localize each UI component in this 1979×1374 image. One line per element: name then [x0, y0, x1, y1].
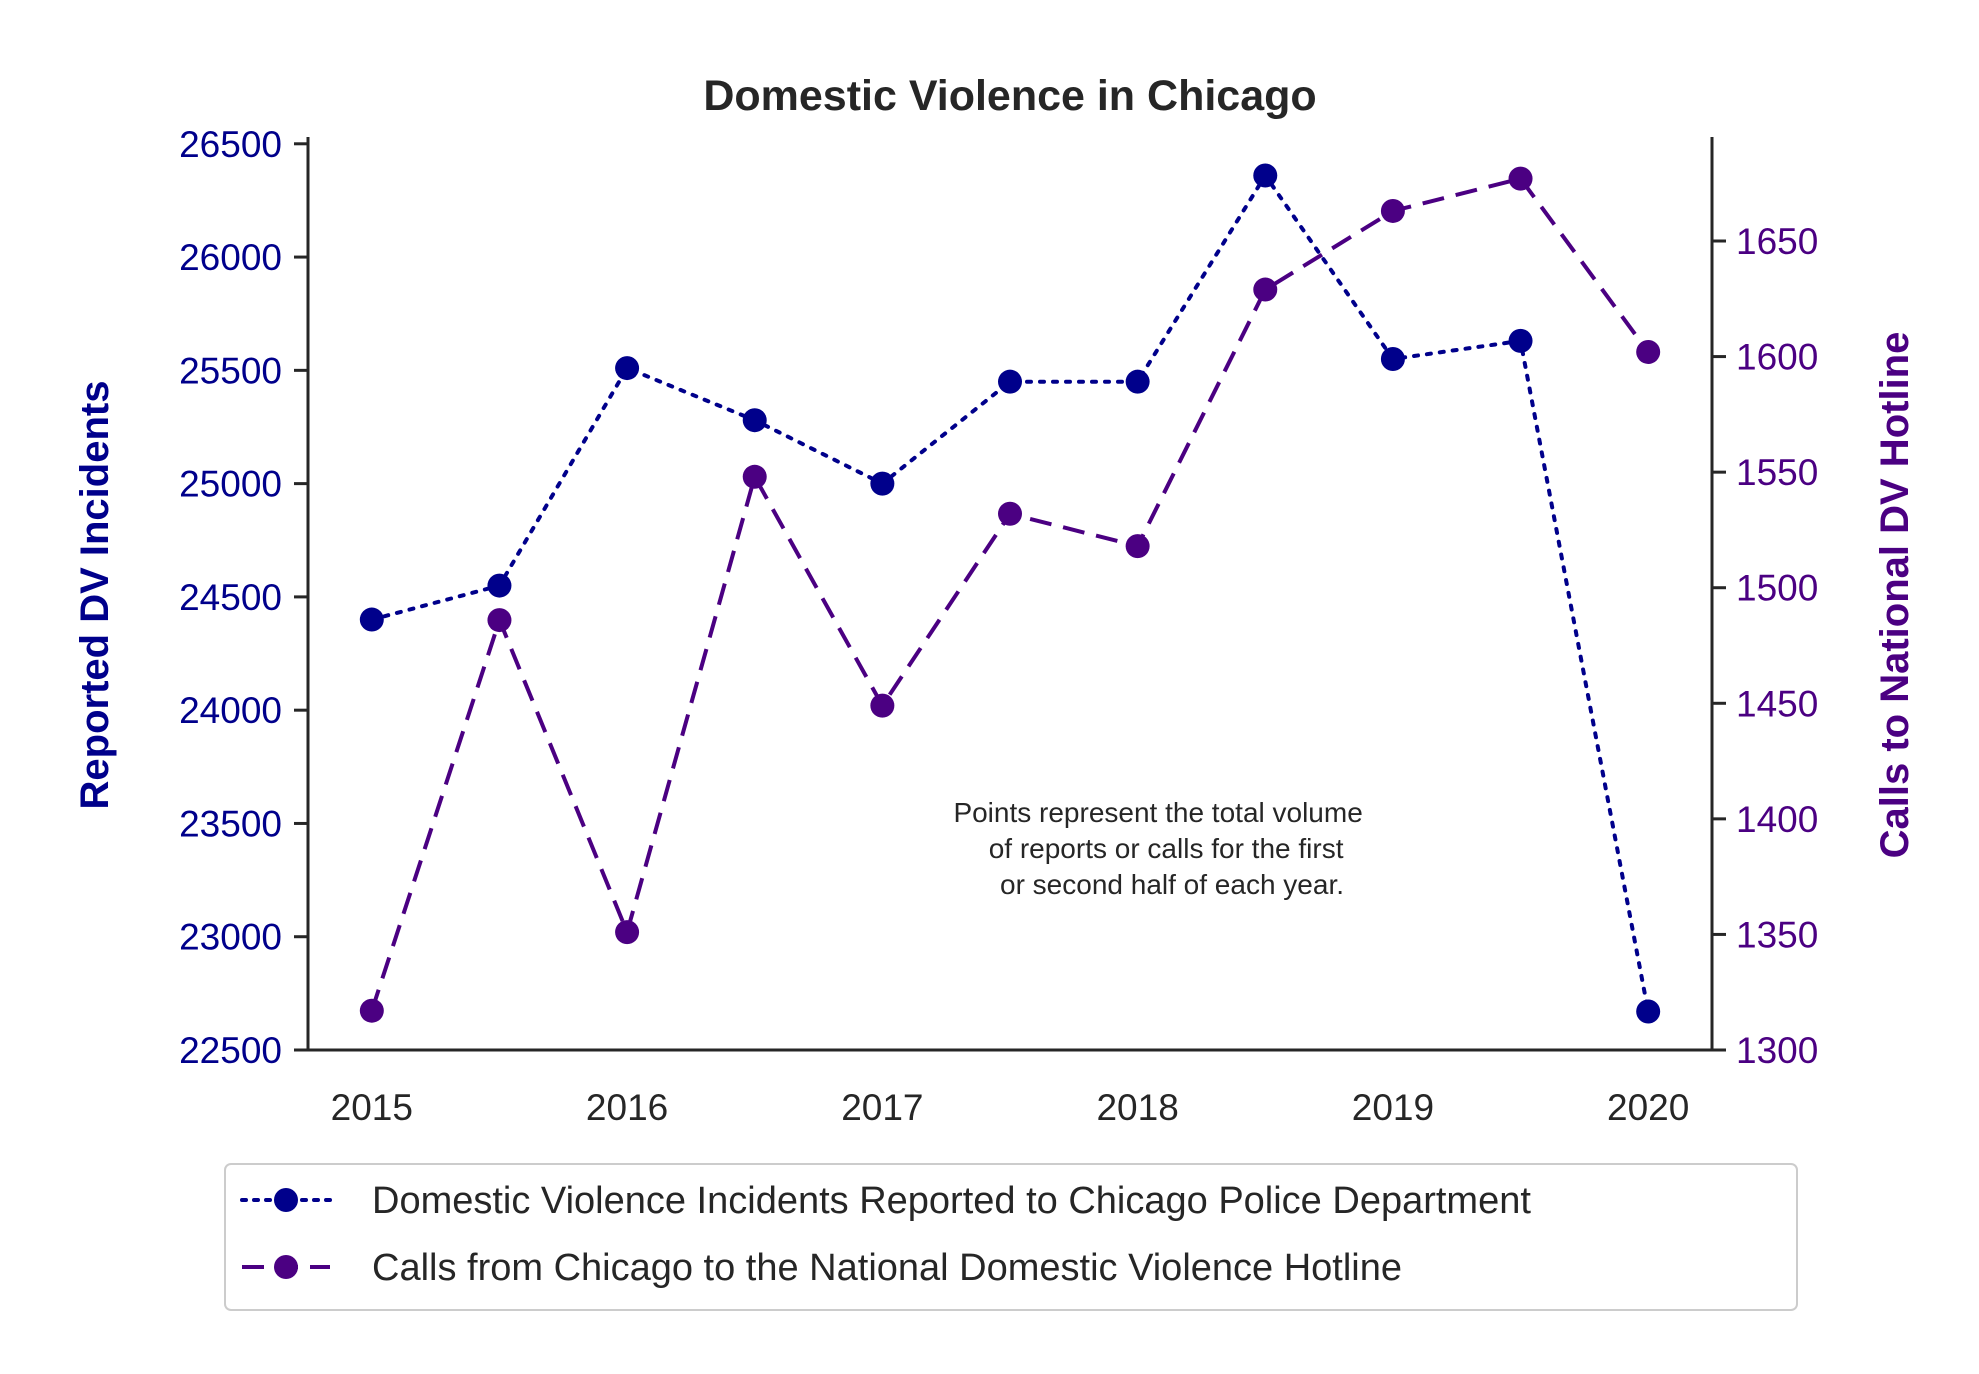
legend-label-hotline: Calls from Chicago to the National Domes…	[372, 1247, 1402, 1289]
annotation-line-2: of reports or calls for the first	[989, 833, 1344, 864]
data-point	[1125, 369, 1150, 394]
data-point	[1125, 534, 1150, 559]
x-tick-label: 2015	[331, 1087, 413, 1128]
x-axis-ticks: 2015 2016 2017 2018 2019 2020	[331, 1087, 1690, 1128]
data-point	[998, 369, 1022, 394]
series-0	[359, 163, 1661, 1024]
left-axis-label: Reported DV Incidents	[73, 381, 117, 810]
right-tick-label: 1600	[1736, 337, 1818, 378]
left-tick-label: 26500	[179, 124, 282, 165]
data-point	[1508, 328, 1533, 353]
right-tick-label: 1450	[1736, 683, 1818, 724]
right-tick-label: 1350	[1736, 914, 1818, 955]
x-tick-label: 2016	[586, 1087, 668, 1128]
x-tick-label: 2018	[1096, 1087, 1178, 1128]
right-tick-label: 1300	[1736, 1030, 1818, 1071]
left-tick-label: 24000	[179, 690, 282, 731]
right-axis-label: Calls to National DV Hotline	[1873, 332, 1917, 859]
series-1	[359, 166, 1661, 1023]
legend-marker-hotline	[274, 1255, 298, 1279]
annotation-line-3: or second half of each year.	[1000, 869, 1344, 900]
data-point	[1253, 163, 1278, 188]
left-tick-label: 26000	[179, 237, 282, 278]
right-tick-label: 1500	[1736, 568, 1818, 609]
data-point	[742, 464, 767, 489]
left-axis-ticks: 22500 23000 23500 24000 24500 25000 25500 26000…	[179, 124, 308, 1071]
chart-title: Domestic Violence in Chicago	[703, 72, 1316, 120]
data-point	[359, 607, 384, 632]
left-tick-label: 25000	[179, 464, 282, 505]
right-tick-label: 1550	[1736, 452, 1818, 493]
data-point	[1253, 277, 1278, 302]
data-point	[615, 920, 640, 945]
left-tick-label: 23000	[179, 917, 282, 958]
left-tick-label: 22500	[179, 1030, 282, 1071]
data-point	[1508, 166, 1533, 191]
axes	[306, 137, 1714, 1052]
series-layer	[359, 163, 1661, 1024]
data-point	[615, 356, 640, 381]
data-point	[487, 573, 512, 598]
data-point	[1636, 339, 1661, 364]
data-point	[1636, 999, 1661, 1024]
annotation-text: Points represent the total volume of rep…	[953, 797, 1370, 900]
x-tick-label: 2017	[841, 1087, 923, 1128]
annotation-line-1: Points represent the total volume	[953, 797, 1362, 828]
right-tick-label: 1400	[1736, 799, 1818, 840]
legend-frame	[224, 1163, 1798, 1311]
left-tick-label: 23500	[179, 803, 282, 844]
data-point	[870, 471, 895, 496]
legend-label-police: Domestic Violence Incidents Reported to …	[372, 1180, 1531, 1222]
data-point	[359, 998, 384, 1023]
data-point	[1380, 198, 1405, 223]
x-tick-label: 2019	[1352, 1087, 1434, 1128]
data-point	[998, 501, 1022, 526]
right-axis-ticks: 1300 1350 1400 1450 1500 1550 1600 1650	[1712, 221, 1818, 1071]
x-tick-label: 2020	[1607, 1087, 1689, 1128]
left-tick-label: 25500	[179, 350, 282, 391]
legend-marker-police	[274, 1188, 298, 1212]
data-point	[742, 408, 767, 433]
data-point	[1380, 347, 1405, 372]
data-point	[487, 608, 512, 633]
right-tick-label: 1650	[1736, 221, 1818, 262]
series-line-0	[369, 171, 1651, 1014]
data-point	[870, 693, 895, 718]
left-tick-label: 24500	[179, 577, 282, 618]
legend: Domestic Violence Incidents Reported to …	[224, 1163, 1798, 1311]
